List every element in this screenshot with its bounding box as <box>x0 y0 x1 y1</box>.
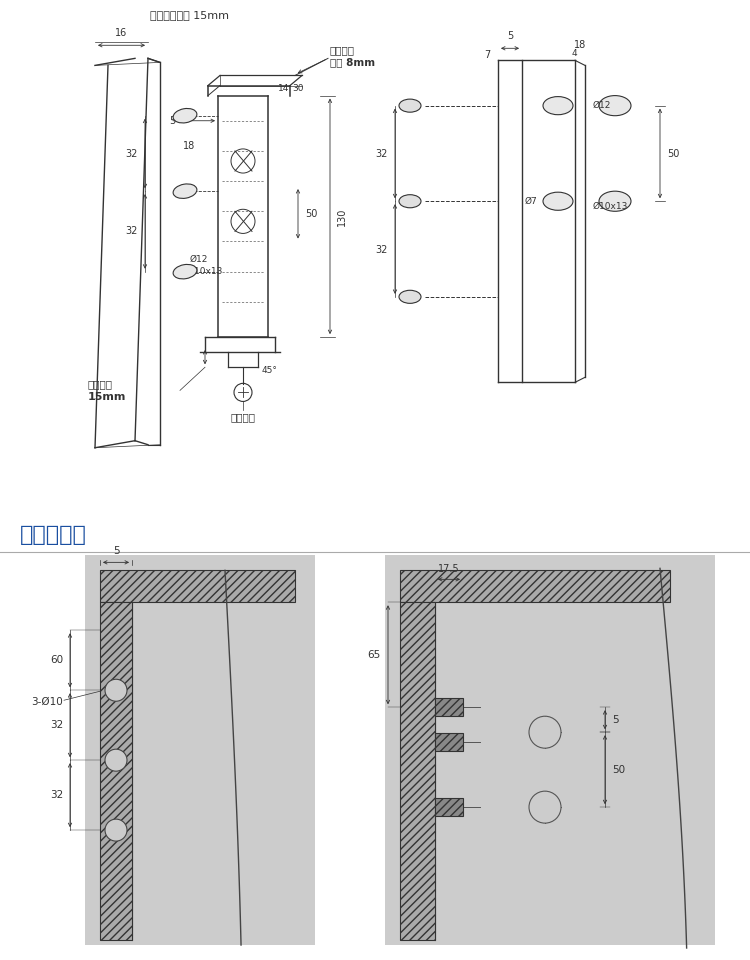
Text: Ø7: Ø7 <box>525 197 538 205</box>
Ellipse shape <box>599 96 631 116</box>
Text: 深度方向: 深度方向 <box>330 45 355 56</box>
Text: 130: 130 <box>337 207 347 226</box>
Text: 50: 50 <box>667 149 680 159</box>
Text: 5: 5 <box>112 546 119 557</box>
Text: 5: 5 <box>169 116 175 126</box>
Ellipse shape <box>599 191 631 211</box>
Text: 17.5: 17.5 <box>438 564 460 574</box>
Text: 30: 30 <box>292 84 304 93</box>
Text: 7: 7 <box>484 50 490 60</box>
Text: 3-Ø10: 3-Ø10 <box>32 697 63 708</box>
Bar <box>400 570 670 602</box>
Text: 32: 32 <box>376 149 388 159</box>
Bar <box>85 556 315 945</box>
Text: 高度平行调节 15mm: 高度平行调节 15mm <box>151 10 230 20</box>
Bar <box>400 602 435 940</box>
Text: 16: 16 <box>115 28 127 38</box>
Text: 18: 18 <box>183 141 195 151</box>
Ellipse shape <box>543 192 573 210</box>
Text: 32: 32 <box>50 720 63 731</box>
Ellipse shape <box>543 97 573 114</box>
Text: 调节 8mm: 调节 8mm <box>330 58 375 67</box>
Bar <box>435 733 463 751</box>
Text: 50: 50 <box>305 209 317 219</box>
Text: 32: 32 <box>50 790 63 800</box>
Bar <box>435 698 463 716</box>
Text: 60: 60 <box>50 656 63 665</box>
Bar <box>435 798 463 816</box>
Text: 5: 5 <box>612 715 619 725</box>
Text: 32: 32 <box>376 245 388 254</box>
Bar <box>100 602 132 940</box>
Text: 高度调节: 高度调节 <box>88 379 113 390</box>
Text: Ø12: Ø12 <box>190 255 209 264</box>
Text: Ø10x13: Ø10x13 <box>593 202 628 211</box>
Text: 65: 65 <box>368 650 381 660</box>
Circle shape <box>105 749 127 771</box>
Ellipse shape <box>399 99 421 112</box>
Ellipse shape <box>173 108 197 123</box>
Text: 32: 32 <box>125 227 138 236</box>
Ellipse shape <box>399 290 421 303</box>
Text: 32: 32 <box>125 149 138 159</box>
Bar <box>385 556 715 945</box>
Ellipse shape <box>399 195 421 207</box>
Text: 锁紧螺钉: 锁紧螺钉 <box>230 413 256 422</box>
Text: 18: 18 <box>574 40 586 50</box>
Ellipse shape <box>173 184 197 199</box>
Circle shape <box>105 680 127 701</box>
Text: 安装示意图: 安装示意图 <box>20 525 87 545</box>
Text: 50: 50 <box>612 765 626 775</box>
Text: Ø10x13: Ø10x13 <box>188 267 224 276</box>
Circle shape <box>529 716 561 748</box>
Circle shape <box>105 819 127 841</box>
Bar <box>0 518 750 552</box>
Text: 4: 4 <box>572 49 578 58</box>
Ellipse shape <box>173 264 197 279</box>
Circle shape <box>529 791 561 823</box>
Bar <box>100 570 295 602</box>
Text: Ø12: Ø12 <box>593 101 611 110</box>
Text: 14: 14 <box>278 84 290 93</box>
Text: 5: 5 <box>507 32 513 41</box>
Text: 45°: 45° <box>262 366 278 374</box>
Text: 15mm: 15mm <box>88 393 126 402</box>
